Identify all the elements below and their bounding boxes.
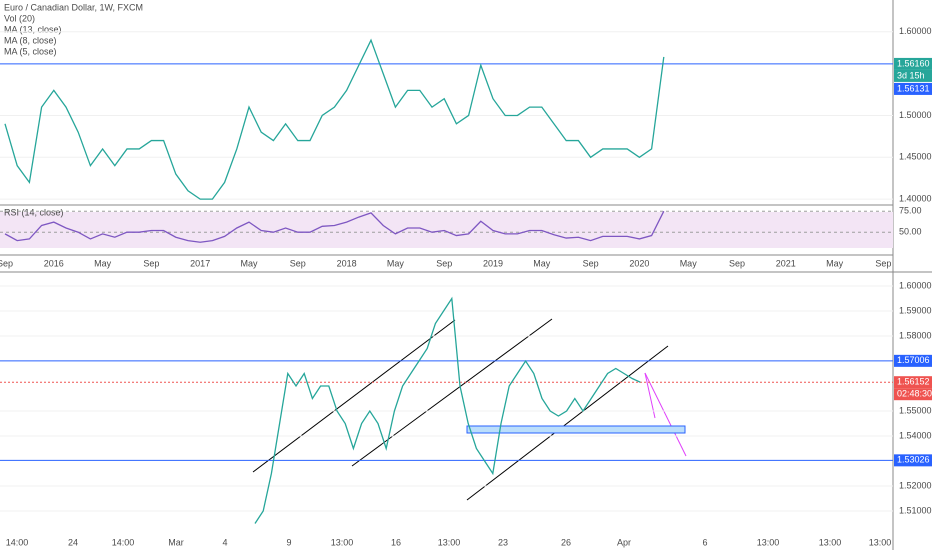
x-tick-label: 6	[702, 537, 707, 547]
y-tick-label: 1.59000	[899, 305, 932, 315]
x-tick-label: May	[826, 258, 844, 268]
x-tick-label: 4	[222, 537, 227, 547]
price-tag	[894, 454, 932, 467]
price-tag	[894, 376, 932, 389]
x-tick-label: 13:00	[819, 537, 842, 547]
x-tick-label: 2016	[44, 258, 64, 268]
x-tick-label: 13:00	[331, 537, 354, 547]
x-tick-label: 14:00	[6, 537, 29, 547]
x-tick-label: 2017	[190, 258, 210, 268]
x-tick-label: 2020	[629, 258, 649, 268]
x-tick-label: 9	[286, 537, 291, 547]
x-tick-label: Sep	[875, 258, 891, 268]
x-tick-label: 23	[498, 537, 508, 547]
x-tick-label: 16	[391, 537, 401, 547]
x-tick-label: Sep	[436, 258, 452, 268]
x-tick-label: May	[387, 258, 405, 268]
x-tick-label: 13:00	[438, 537, 461, 547]
price-tag	[894, 354, 932, 367]
price-line	[254, 296, 641, 524]
y-tick-label: 1.60000	[899, 26, 932, 36]
x-tick-label: 2019	[483, 258, 503, 268]
y-tick-label: 1.54000	[899, 430, 932, 440]
countdown-tag	[894, 388, 932, 401]
x-tick-label: 24	[68, 537, 78, 547]
x-tick-label: Mar	[168, 537, 184, 547]
x-tick-label: 2018	[337, 258, 357, 268]
x-tick-label: Sep	[290, 258, 306, 268]
x-tick-label: May	[680, 258, 698, 268]
x-tick-label: 26	[561, 537, 571, 547]
indicator-label: MA (5, close)	[4, 46, 57, 56]
y-tick-label: 1.60000	[899, 280, 932, 290]
x-tick-label: May	[533, 258, 551, 268]
drawings	[252, 318, 687, 501]
countdown: 02:48:30	[897, 389, 932, 399]
price-tag-label: 1.56131	[897, 83, 930, 93]
x-tick-label: 13:00	[757, 537, 780, 547]
price-tag-label: 1.53026	[897, 455, 930, 465]
countdown-tag	[894, 69, 932, 82]
y-tick-label: 1.52000	[899, 480, 932, 490]
indicator-label: MA (13, close)	[4, 24, 62, 34]
chart-title: Euro / Canadian Dollar, 1W, FXCM	[4, 2, 143, 12]
x-tick-label: 13:00	[869, 537, 892, 547]
y-tick-label: 1.58000	[899, 330, 932, 340]
y-tick-label: 1.50000	[899, 110, 932, 120]
price-tag	[894, 82, 932, 95]
price-tag-label: 1.56160	[897, 58, 930, 68]
price-tag-label: 1.57006	[897, 355, 930, 365]
price-line	[4, 38, 665, 200]
rsi-band	[0, 212, 893, 248]
y-tick-label: 50.00	[899, 227, 922, 237]
x-tick-label: 14:00	[112, 537, 135, 547]
y-tick-label: 1.55000	[899, 405, 932, 415]
x-tick-label: 2021	[776, 258, 796, 268]
price-line	[4, 210, 665, 243]
x-tick-label: Apr	[617, 537, 631, 547]
y-tick-label: 1.51000	[899, 505, 932, 515]
y-tick-label: 75.00	[899, 206, 922, 216]
x-tick-label: May	[240, 258, 258, 268]
x-tick-label: Sep	[583, 258, 599, 268]
price-tag	[894, 57, 932, 70]
x-tick-label: May	[94, 258, 112, 268]
indicator-label: Vol (20)	[4, 13, 35, 23]
x-tick-label: Sep	[729, 258, 745, 268]
rsi-label: RSI (14, close)	[4, 207, 64, 217]
x-tick-label: Sep	[143, 258, 159, 268]
y-tick-label: 1.45000	[899, 152, 932, 162]
price-tag-label: 1.56152	[897, 377, 930, 387]
x-tick-label: Sep	[0, 258, 13, 268]
countdown: 3d 15h	[897, 70, 925, 80]
y-tick-label: 1.40000	[899, 194, 932, 204]
indicator-label: MA (8, close)	[4, 35, 57, 45]
